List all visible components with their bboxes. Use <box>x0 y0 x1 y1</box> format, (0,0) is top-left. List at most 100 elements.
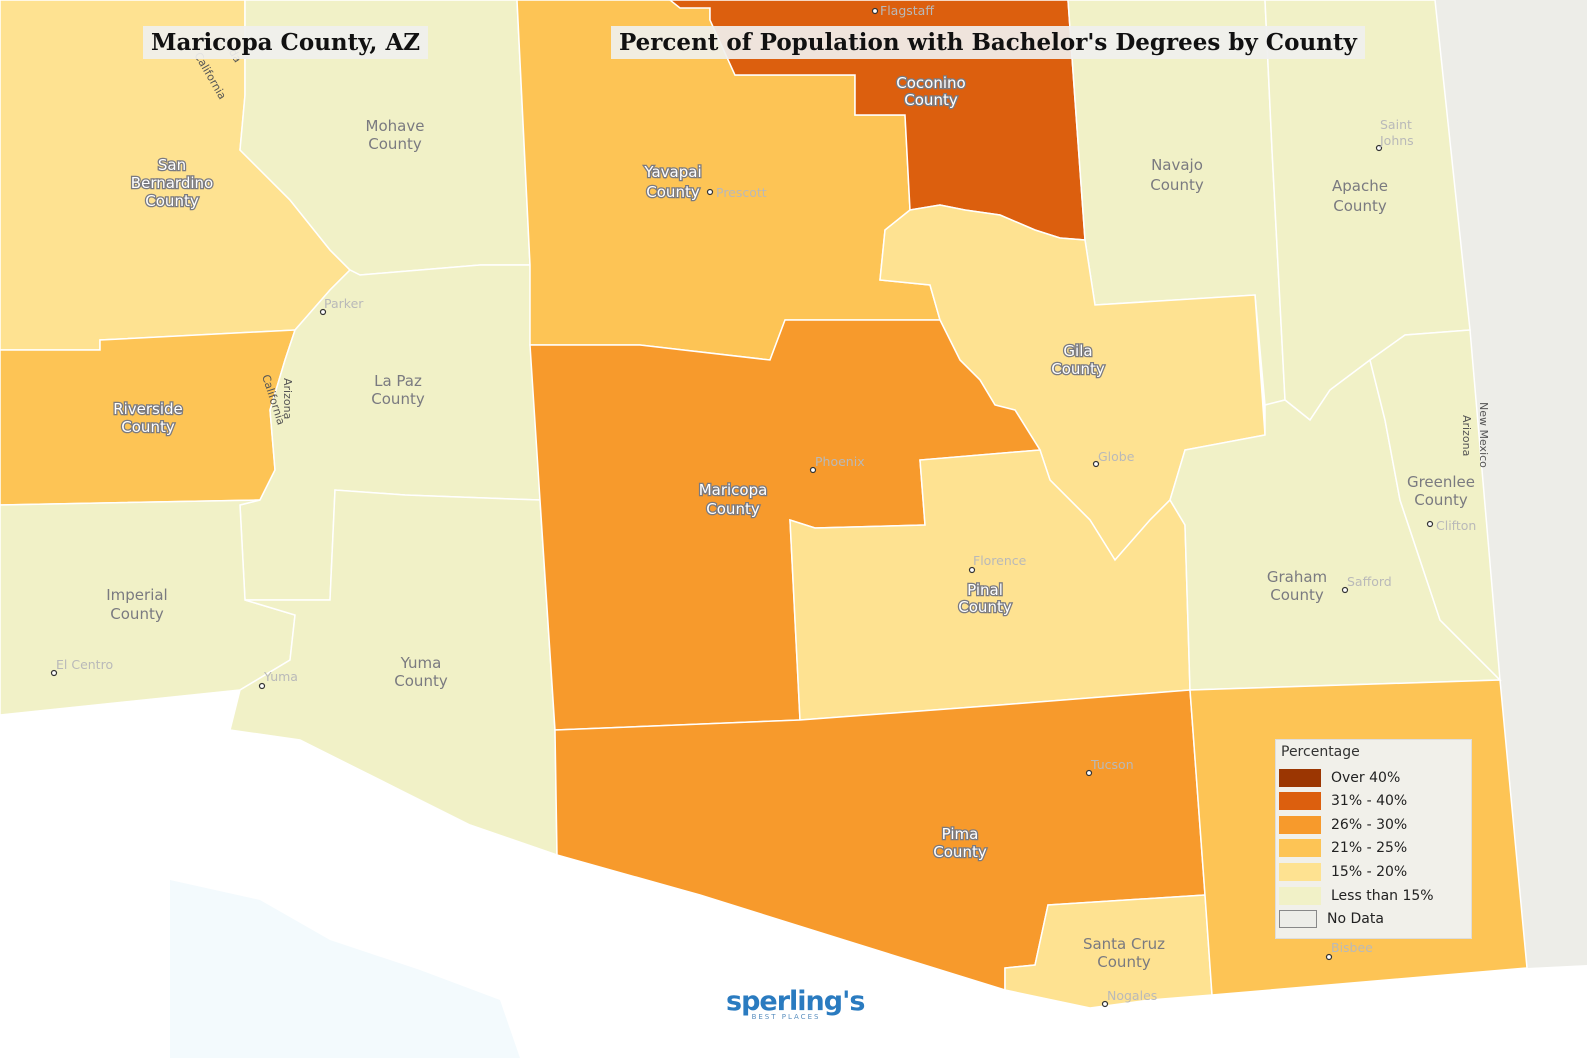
city-nogales: Nogales <box>1101 988 1157 1008</box>
city-clifton: Clifton <box>1426 518 1476 533</box>
legend-item: 31% - 40% <box>1279 791 1407 811</box>
svg-text:Phoenix: Phoenix <box>815 454 865 469</box>
city-tucson: Tucson <box>1085 757 1134 777</box>
svg-text:El Centro: El Centro <box>56 657 113 672</box>
svg-text:Bisbee: Bisbee <box>1331 940 1373 955</box>
ocean-area <box>170 880 520 1058</box>
city-saint-johns: Saint Johns <box>1375 117 1414 152</box>
svg-text:Johns: Johns <box>1379 133 1414 148</box>
city-yuma: Yuma <box>258 669 298 690</box>
label-yavapai-2: County <box>646 183 700 201</box>
legend-swatch <box>1279 769 1321 787</box>
city-florence: Florence <box>968 553 1027 574</box>
county-yuma[interactable] <box>229 489 558 857</box>
legend-label: Over 40% <box>1331 770 1401 786</box>
legend-label: Less than 15% <box>1331 888 1434 904</box>
label-imperial: Imperial <box>106 586 167 604</box>
label-coconino-2: County <box>904 91 958 109</box>
legend-title: Percentage <box>1281 744 1360 760</box>
legend-label: No Data <box>1327 911 1384 927</box>
label-pima: Pima <box>942 825 979 843</box>
legend-item: 15% - 20% <box>1279 862 1407 882</box>
logo-wordmark: sperling's <box>726 986 865 1017</box>
city-bisbee: Bisbee <box>1325 940 1373 961</box>
no-data-region <box>1435 0 1587 968</box>
border-label-arizona: Arizona <box>281 378 294 419</box>
legend-item: 21% - 25% <box>1279 838 1407 858</box>
legend-swatch <box>1279 910 1317 928</box>
svg-text:Clifton: Clifton <box>1436 518 1476 533</box>
svg-text:Prescott: Prescott <box>716 185 767 200</box>
legend-swatch <box>1279 839 1321 857</box>
city-phoenix: Phoenix <box>809 454 865 474</box>
svg-text:Nogales: Nogales <box>1107 988 1157 1003</box>
label-yuma: Yuma <box>400 654 442 672</box>
label-riverside: Riverside <box>113 400 183 418</box>
city-prescott: Prescott <box>706 185 767 200</box>
label-yavapai: Yavapai <box>643 163 701 181</box>
label-san-bernardino-2: Bernardino <box>131 174 213 192</box>
label-pinal: Pinal <box>967 581 1003 599</box>
legend-swatch <box>1279 887 1321 905</box>
city-el-centro: El Centro <box>50 657 113 677</box>
city-safford: Safford <box>1341 574 1392 594</box>
svg-text:Globe: Globe <box>1098 449 1135 464</box>
legend-label: 15% - 20% <box>1331 864 1408 880</box>
city-globe: Globe <box>1092 449 1135 468</box>
city-parker: Parker <box>319 296 364 316</box>
legend-swatch <box>1279 863 1321 881</box>
svg-text:Saint: Saint <box>1380 117 1412 132</box>
svg-text:Tucson: Tucson <box>1090 757 1134 772</box>
label-riverside-2: County <box>121 418 175 436</box>
legend-swatch <box>1279 792 1321 810</box>
label-maricopa: Maricopa <box>699 481 768 499</box>
legend-swatch <box>1279 816 1321 834</box>
city-flagstaff: Flagstaff <box>871 3 934 18</box>
legend-item: Less than 15% <box>1279 886 1434 906</box>
label-coconino: Coconino <box>896 74 965 92</box>
label-mohave: Mohave <box>366 117 425 135</box>
legend-label: 21% - 25% <box>1331 840 1408 856</box>
logo-tagline: BEST PLACES <box>751 1013 821 1021</box>
legend-item: Over 40% <box>1279 768 1400 788</box>
label-mohave-2: County <box>368 135 422 153</box>
label-san-bernardino-3: County <box>145 192 199 210</box>
label-san-bernardino: San <box>158 156 186 174</box>
label-apache: Apache <box>1332 177 1388 195</box>
label-gila: Gila <box>1063 342 1092 360</box>
legend-label: 31% - 40% <box>1331 793 1408 809</box>
svg-text:Flagstaff: Flagstaff <box>880 3 934 18</box>
svg-text:Florence: Florence <box>973 553 1027 568</box>
label-pinal-2: County <box>958 598 1012 616</box>
border-label-new-mexico: New Mexico <box>1477 402 1490 468</box>
label-santa-cruz: Santa Cruz <box>1083 935 1165 953</box>
label-greenlee-2: County <box>1414 491 1468 509</box>
label-la-paz-2: County <box>371 390 425 408</box>
label-santa-cruz-2: County <box>1097 953 1151 971</box>
legend-item: No Data <box>1279 909 1384 929</box>
label-apache-2: County <box>1333 197 1387 215</box>
label-graham-2: County <box>1270 586 1324 604</box>
label-maricopa-2: County <box>706 500 760 518</box>
county-greenlee[interactable] <box>1369 329 1501 682</box>
svg-text:Safford: Safford <box>1347 574 1392 589</box>
svg-text:Parker: Parker <box>324 296 364 311</box>
legend: Percentage Over 40% 31% - 40% 26% - 30% … <box>1275 739 1472 939</box>
border-label-arizona-east: Arizona <box>1460 415 1473 456</box>
label-yuma-2: County <box>394 672 448 690</box>
label-graham: Graham <box>1267 568 1327 586</box>
svg-text:Yuma: Yuma <box>263 669 298 684</box>
map-title: Percent of Population with Bachelor's De… <box>611 26 1365 59</box>
label-gila-2: County <box>1051 360 1105 378</box>
label-la-paz: La Paz <box>374 372 422 390</box>
map-subtitle-county: Maricopa County, AZ <box>143 26 429 59</box>
sperlings-logo: sperling's BEST PLACES <box>726 986 865 1022</box>
label-navajo-2: County <box>1150 176 1204 194</box>
legend-item: 26% - 30% <box>1279 815 1407 835</box>
label-navajo: Navajo <box>1151 156 1203 174</box>
label-greenlee: Greenlee <box>1407 473 1475 491</box>
legend-label: 26% - 30% <box>1331 817 1408 833</box>
label-pima-2: County <box>933 843 987 861</box>
label-imperial-2: County <box>110 605 164 623</box>
